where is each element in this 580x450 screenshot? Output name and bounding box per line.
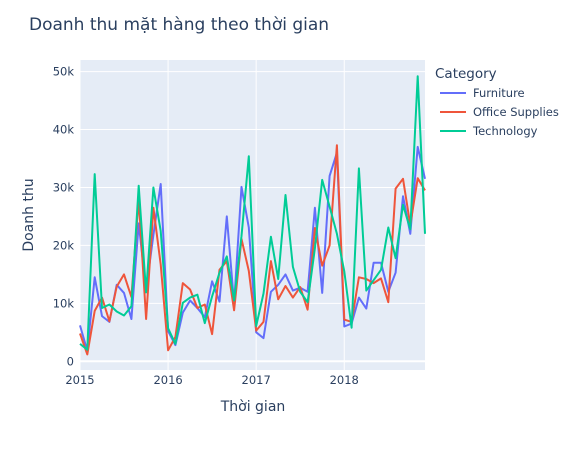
series-lines [79, 75, 426, 356]
legend-item[interactable]: Furniture [440, 86, 525, 100]
x-axis-title: Thời gian [220, 399, 286, 415]
legend: Category Furniture Office Supplies Technol… [435, 66, 559, 138]
x-tick-label: 2018 [330, 373, 359, 387]
y-axis-title: Doanh thu [21, 178, 37, 251]
y-tick-label: 40k [53, 123, 75, 137]
y-tick-label: 50k [53, 65, 75, 79]
legend-label: Office Supplies [473, 105, 559, 119]
y-tick-label: 20k [53, 238, 75, 252]
legend-label: Furniture [473, 86, 525, 100]
y-tick-label: 30k [53, 180, 75, 194]
series-line-furniture [79, 145, 426, 352]
series-line-technology [79, 75, 426, 351]
y-tick-label: 0 [67, 354, 74, 368]
legend-item[interactable]: Technology [440, 124, 538, 138]
legend-label: Technology [472, 124, 538, 138]
x-axis-ticks: 2015 2016 2017 2018 [65, 373, 359, 387]
x-tick-label: 2015 [65, 373, 94, 387]
x-tick-label: 2016 [153, 373, 182, 387]
y-tick-label: 10k [53, 296, 75, 310]
y-axis-ticks: 0 10k 20k 30k 40k 50k [53, 65, 75, 369]
plot-background [80, 60, 425, 370]
legend-item[interactable]: Office Supplies [440, 105, 559, 119]
chart-title: Doanh thu mặt hàng theo thời gian [29, 15, 329, 35]
x-tick-label: 2017 [242, 373, 271, 387]
legend-title: Category [435, 66, 497, 82]
